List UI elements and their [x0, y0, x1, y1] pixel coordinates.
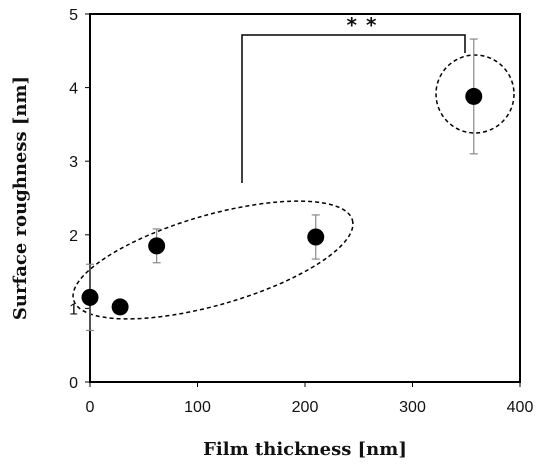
y-axis-title: Surface roughness [nm] — [10, 76, 31, 320]
x-tick-label: 300 — [399, 399, 426, 416]
y-tick-label: 2 — [69, 228, 78, 245]
x-tick-label: 200 — [292, 399, 319, 416]
y-tick-label: 1 — [69, 301, 78, 318]
significance-bracket — [241, 34, 466, 183]
plot-area-frame — [89, 13, 521, 383]
data-point — [81, 288, 99, 306]
cluster-ellipse-high — [435, 54, 515, 134]
x-axis-title: Film thickness [nm] — [203, 439, 407, 460]
data-point — [307, 228, 325, 246]
y-tick-label: 5 — [69, 7, 78, 24]
data-point — [111, 298, 129, 316]
y-tick-label: 4 — [69, 81, 78, 98]
x-axis-ticks: 0 100 200 300 400 — [86, 382, 534, 416]
y-axis-ticks: 0 1 2 3 4 5 — [69, 7, 90, 392]
y-tick-label: 3 — [69, 154, 78, 171]
data-points — [81, 87, 483, 316]
x-tick-label: 400 — [507, 399, 534, 416]
x-tick-label: 0 — [86, 399, 95, 416]
x-tick-label: 100 — [184, 399, 211, 416]
data-point — [148, 237, 166, 255]
significance-label: * * — [347, 13, 378, 37]
error-bars — [86, 38, 478, 332]
y-tick-label: 0 — [69, 375, 78, 392]
cluster-ellipse-low — [72, 200, 354, 320]
data-point — [465, 87, 483, 105]
